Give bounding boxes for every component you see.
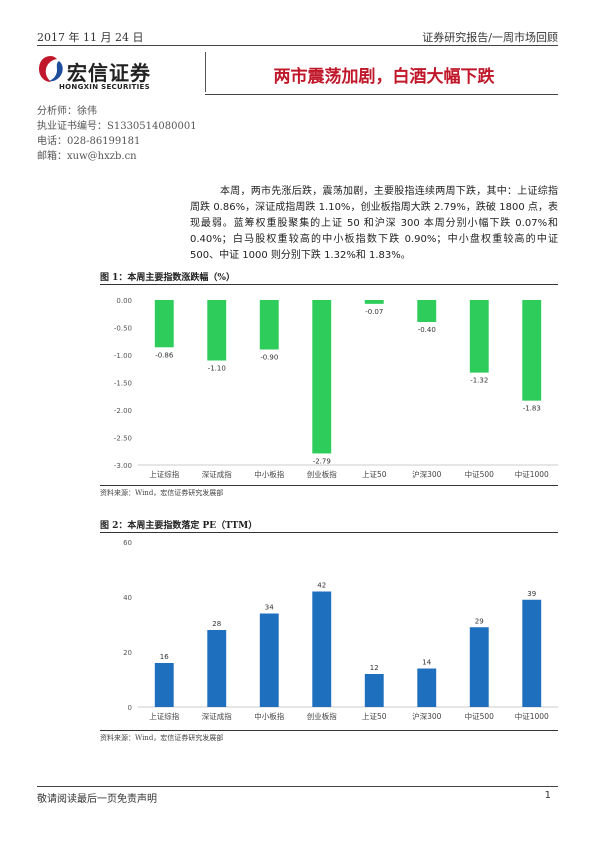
chart1-bar [522, 300, 542, 401]
figure2-chart-svg: 0 20 40 60 16 上证综指 28 深证成指 34 中小板指 42 创业板指 12 上证50 14 沪… [123, 539, 558, 721]
figure2-top-rule [100, 532, 558, 533]
footer-disclaimer: 敬请阅读最后一页免责声明 [37, 794, 157, 805]
chart1-bar [207, 300, 227, 361]
chart1-ytick-label: -2.00 [114, 407, 132, 415]
chart1-bar [469, 300, 489, 373]
chart2-bar [469, 627, 489, 707]
chart1-category-label: 上证综指 [149, 469, 179, 479]
analyst-license: 执业证书编号：S1330514080001 [37, 121, 197, 132]
chart2-category-label: 沪深300 [412, 711, 442, 721]
chart2-bar [312, 591, 332, 707]
chart2-ytick-label: 20 [123, 649, 132, 657]
chart2-data-label: 39 [527, 590, 536, 598]
report-series: 证券研究报告/一周市场回顾 [422, 31, 558, 44]
chart2-category-label: 深证成指 [202, 711, 232, 721]
company-logo: 宏信证券 HONGXIN SECURITIES [37, 52, 177, 94]
title-frame [205, 52, 558, 92]
chart1-bar [417, 300, 437, 322]
chart1-ytick-label: -1.00 [114, 352, 132, 360]
chart2-ytick-label: 0 [128, 704, 132, 712]
chart2-bar [522, 599, 542, 707]
chart1-ytick-label: -0.50 [114, 325, 132, 333]
chart1-data-label: -1.10 [208, 365, 226, 373]
chart1-data-label: -1.32 [470, 377, 488, 385]
chart2-data-label: 28 [212, 620, 221, 628]
chart1-ytick-label: 0.00 [116, 297, 132, 305]
report-date: 2017 年 11 月 24 日 [37, 31, 144, 44]
analyst-phone: 电话：028-86199181 [37, 136, 141, 147]
figure2-title: 图 2：本周主要指数落定 PE（TTM） [100, 521, 258, 531]
chart1-category-label: 中证1000 [515, 469, 549, 479]
chart2-data-label: 42 [317, 582, 326, 590]
chart2-category-label: 中证500 [465, 711, 495, 721]
chart2-bar [154, 663, 174, 707]
chart2-data-label: 12 [370, 664, 379, 672]
chart2-data-label: 34 [265, 604, 274, 612]
chart1-bar [312, 300, 332, 454]
chart2-category-label: 中证1000 [515, 711, 549, 721]
chart2-ytick-label: 60 [123, 539, 132, 547]
analyst-name: 分析师：徐伟 [37, 106, 97, 117]
chart2-bar [207, 630, 227, 707]
chart2-bar [259, 613, 279, 707]
analyst-email: 邮箱：xuw@hxzb.cn [37, 151, 137, 162]
figure1-top-rule [100, 284, 558, 285]
chart1-ytick-label: -2.50 [114, 435, 132, 443]
chart2-data-label: 29 [475, 617, 484, 625]
chart2-data-label: 16 [160, 653, 169, 661]
chart1-category-label: 中证500 [465, 469, 495, 479]
figure1-title: 图 1：本周主要指数涨跌幅（%） [100, 273, 235, 283]
footer-divider [37, 786, 558, 787]
chart1-data-label: -0.40 [418, 326, 436, 334]
figure2-chart: 0 20 40 60 16 上证综指 28 深证成指 34 中小板指 42 创业板指 12 上证50 14 沪… [100, 535, 558, 729]
figure1-source: 资料来源：Wind，宏信证券研究发展部 [100, 489, 224, 497]
page-number: 1 [544, 790, 551, 801]
chart1-ytick-label: -3.00 [114, 462, 132, 470]
chart2-data-label: 14 [422, 659, 431, 667]
title-divider [205, 94, 558, 95]
report-title: 两市震荡加剧，白酒大幅下跌 [273, 67, 495, 87]
chart2-bar [364, 674, 384, 707]
chart1-category-label: 中小板指 [254, 469, 284, 479]
chart1-data-label: -2.79 [313, 457, 331, 465]
figure2-bottom-rule [100, 730, 558, 731]
figure1-chart-svg: 0.00 -0.50 -1.00 -1.50 -2.00 -2.50 -3.00 -0.86 上… [114, 297, 558, 479]
chart1-data-label: -0.07 [365, 308, 383, 316]
chart2-category-label: 上证50 [362, 712, 387, 721]
chart2-category-label: 创业板指 [307, 711, 337, 721]
figure1-chart: 0.00 -0.50 -1.00 -1.50 -2.00 -2.50 -3.00 -0.86 上… [100, 288, 558, 484]
summary-paragraph: 本周，两市先涨后跌，震荡加剧，主要股指连续两周下跌，其中：上证综指周跌 0.86… [190, 186, 558, 261]
chart1-bar [364, 300, 384, 304]
chart1-data-label: -0.86 [155, 351, 174, 359]
chart2-category-label: 上证综指 [149, 711, 179, 721]
chart1-data-label: -0.90 [260, 354, 278, 362]
chart1-data-label: -1.83 [523, 405, 541, 413]
chart1-category-label: 沪深300 [412, 469, 442, 479]
chart2-ytick-label: 40 [123, 594, 132, 602]
chart2-category-label: 中小板指 [254, 711, 284, 721]
logo-name-en: HONGXIN SECURITIES [59, 83, 150, 91]
chart1-category-label: 创业板指 [307, 469, 337, 479]
chart2-bar [417, 668, 437, 707]
logo-mark-icon [39, 56, 63, 82]
logo-name-cn: 宏信证券 [67, 61, 151, 85]
figure2-source: 资料来源：Wind，宏信证券研究发展部 [100, 734, 224, 742]
header-divider [37, 45, 558, 46]
chart1-bar [259, 300, 279, 350]
chart1-category-label: 上证50 [362, 470, 387, 479]
chart1-category-label: 深证成指 [202, 469, 232, 479]
chart1-ytick-label: -1.50 [114, 380, 132, 388]
chart1-bar [154, 300, 174, 348]
analyst-info: 分析师：徐伟 执业证书编号：S1330514080001 电话：028-8619… [37, 104, 197, 164]
figure1-bottom-rule [100, 485, 558, 486]
